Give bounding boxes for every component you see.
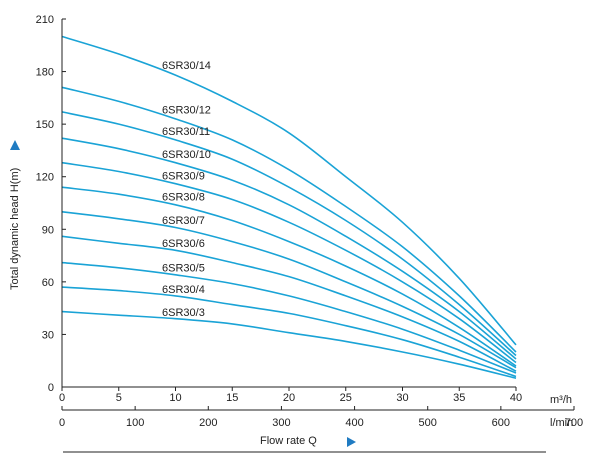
series-label: 6SR30/3: [162, 307, 205, 319]
curve-labels-group: 6SR30/14 6SR30/12 6SR30/11 6SR30/10 6SR30/9 6…: [162, 60, 211, 319]
series-line-6sr30-12: [61, 86, 517, 353]
series-line-6sr30-6: [61, 235, 517, 372]
y-tick-label: 90: [42, 224, 54, 236]
y-axis-arrow-icon: [10, 140, 20, 150]
x-tick-label: 35: [453, 392, 465, 404]
x2-tick-label: 500: [419, 417, 437, 429]
series-label: 6SR30/7: [162, 215, 205, 227]
x-tick-label: 40: [510, 392, 522, 404]
y-tick-label: 30: [42, 329, 54, 341]
x2-tick-label: 600: [492, 417, 510, 429]
x-axis-title: Flow rate Q: [260, 435, 317, 447]
x2-tick-label: 400: [345, 417, 363, 429]
x2-ticks-group: 0 100 200 300 400 500 600 700: [59, 406, 583, 429]
x-tick-label: 25: [340, 392, 352, 404]
series-label: 6SR30/5: [162, 262, 205, 274]
x-tick-label: 5: [116, 392, 122, 404]
series-line-6sr30-4: [61, 286, 517, 378]
series-label: 6SR30/12: [162, 104, 211, 116]
x-ticks-group: 0 5 10 15 20 25 30 35 40: [59, 387, 522, 404]
series-line-6sr30-5: [61, 261, 517, 374]
y-tick-label: 120: [36, 172, 54, 184]
y-ticks-group: 0 30 60 90 120 150 180 210: [36, 14, 66, 394]
series-line-6sr30-9: [61, 161, 517, 364]
x-tick-label: 15: [226, 392, 238, 404]
series-label: 6SR30/4: [162, 284, 205, 296]
series-label: 6SR30/11: [162, 126, 210, 138]
y-axis-title: Total dynamic head H(m): [9, 168, 21, 290]
x2-tick-label: 300: [272, 417, 290, 429]
series-line-6sr30-10: [61, 137, 517, 360]
x2-unit-label: l/min: [550, 417, 573, 429]
y-tick-label: 60: [42, 277, 54, 289]
y-tick-label: 0: [48, 382, 54, 394]
series-line-6sr30-7: [61, 211, 517, 369]
series-label: 6SR30/9: [162, 170, 205, 182]
series-label: 6SR30/10: [162, 149, 211, 161]
curves-group: [61, 35, 517, 379]
series-label: 6SR30/6: [162, 238, 205, 250]
x2-tick-label: 700: [565, 417, 583, 429]
x2-tick-label: 200: [199, 417, 217, 429]
x-tick-label: 0: [59, 392, 65, 404]
x2-tick-label: 100: [126, 417, 144, 429]
series-label: 6SR30/14: [162, 60, 211, 72]
series-line-6sr30-14: [61, 35, 517, 346]
series-line-6sr30-3: [61, 310, 517, 379]
y-tick-label: 180: [36, 67, 54, 79]
series-line-6sr30-8: [61, 186, 517, 367]
x-unit-label: m³/h: [550, 394, 572, 406]
x-axis-arrow-icon: [347, 437, 356, 447]
y-tick-label: 150: [36, 119, 54, 131]
x-tick-label: 30: [396, 392, 408, 404]
series-line-6sr30-11: [61, 111, 517, 357]
series-label: 6SR30/8: [162, 192, 205, 204]
y-tick-label: 210: [36, 14, 54, 26]
x2-tick-label: 0: [59, 417, 65, 429]
x-tick-label: 20: [283, 392, 295, 404]
x-tick-label: 10: [169, 392, 181, 404]
